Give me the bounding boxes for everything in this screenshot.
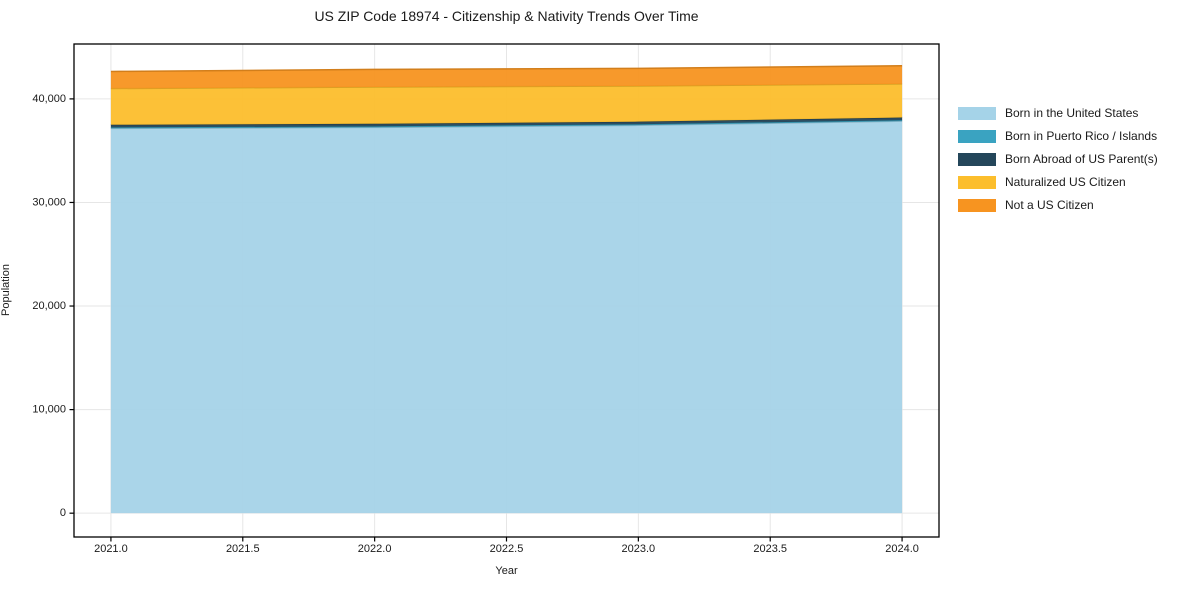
area-born-abroad-of-us-parent-s bbox=[110, 117, 903, 128]
y-tick-label: 40,000 bbox=[32, 93, 66, 105]
legend-item-born-abroad-of-us-parent-s: Born Abroad of US Parent(s) bbox=[958, 152, 1158, 166]
area-naturalized-us-citizen bbox=[110, 83, 903, 125]
x-tick-label: 2024.0 bbox=[885, 543, 919, 555]
area-not-a-us-citizen bbox=[110, 65, 903, 89]
area-born-in-the-united-states bbox=[110, 121, 903, 514]
legend-item-not-a-us-citizen: Not a US Citizen bbox=[958, 198, 1158, 212]
y-tick-label: 0 bbox=[60, 507, 66, 519]
legend-label: Born Abroad of US Parent(s) bbox=[1005, 152, 1158, 166]
x-tick-label: 2023.0 bbox=[622, 543, 656, 555]
plot-border bbox=[73, 43, 940, 538]
legend-item-naturalized-us-citizen: Naturalized US Citizen bbox=[958, 175, 1158, 189]
x-tick-label: 2022.5 bbox=[490, 543, 524, 555]
legend-label: Not a US Citizen bbox=[1005, 198, 1094, 212]
x-tick-label: 2022.0 bbox=[358, 543, 392, 555]
area-edge-not-a-us-citizen bbox=[110, 65, 903, 73]
legend: Born in the United States Born in Puerto … bbox=[958, 106, 1158, 212]
y-axis-label: Population bbox=[0, 264, 12, 316]
legend-swatch bbox=[958, 152, 996, 166]
legend-swatch bbox=[958, 129, 996, 143]
x-tick-label: 2023.5 bbox=[753, 543, 787, 555]
legend-label: Naturalized US Citizen bbox=[1005, 175, 1126, 189]
y-tick-label: 20,000 bbox=[32, 300, 66, 312]
legend-swatch bbox=[958, 175, 996, 189]
legend-swatch bbox=[958, 106, 996, 120]
legend-label: Born in the United States bbox=[1005, 106, 1139, 120]
chart-title: US ZIP Code 18974 - Citizenship & Nativi… bbox=[314, 8, 699, 24]
y-tick-label: 10,000 bbox=[32, 404, 66, 416]
x-axis-label: Year bbox=[495, 565, 518, 577]
x-tick-label: 2021.0 bbox=[94, 543, 128, 555]
legend-swatch bbox=[958, 198, 996, 212]
y-tick-label: 30,000 bbox=[32, 196, 66, 208]
x-tick-label: 2021.5 bbox=[226, 543, 260, 555]
legend-item-born-in-the-united-states: Born in the United States bbox=[958, 106, 1158, 120]
legend-item-born-in-puerto-rico-islands: Born in Puerto Rico / Islands bbox=[958, 129, 1158, 143]
legend-label: Born in Puerto Rico / Islands bbox=[1005, 129, 1158, 143]
